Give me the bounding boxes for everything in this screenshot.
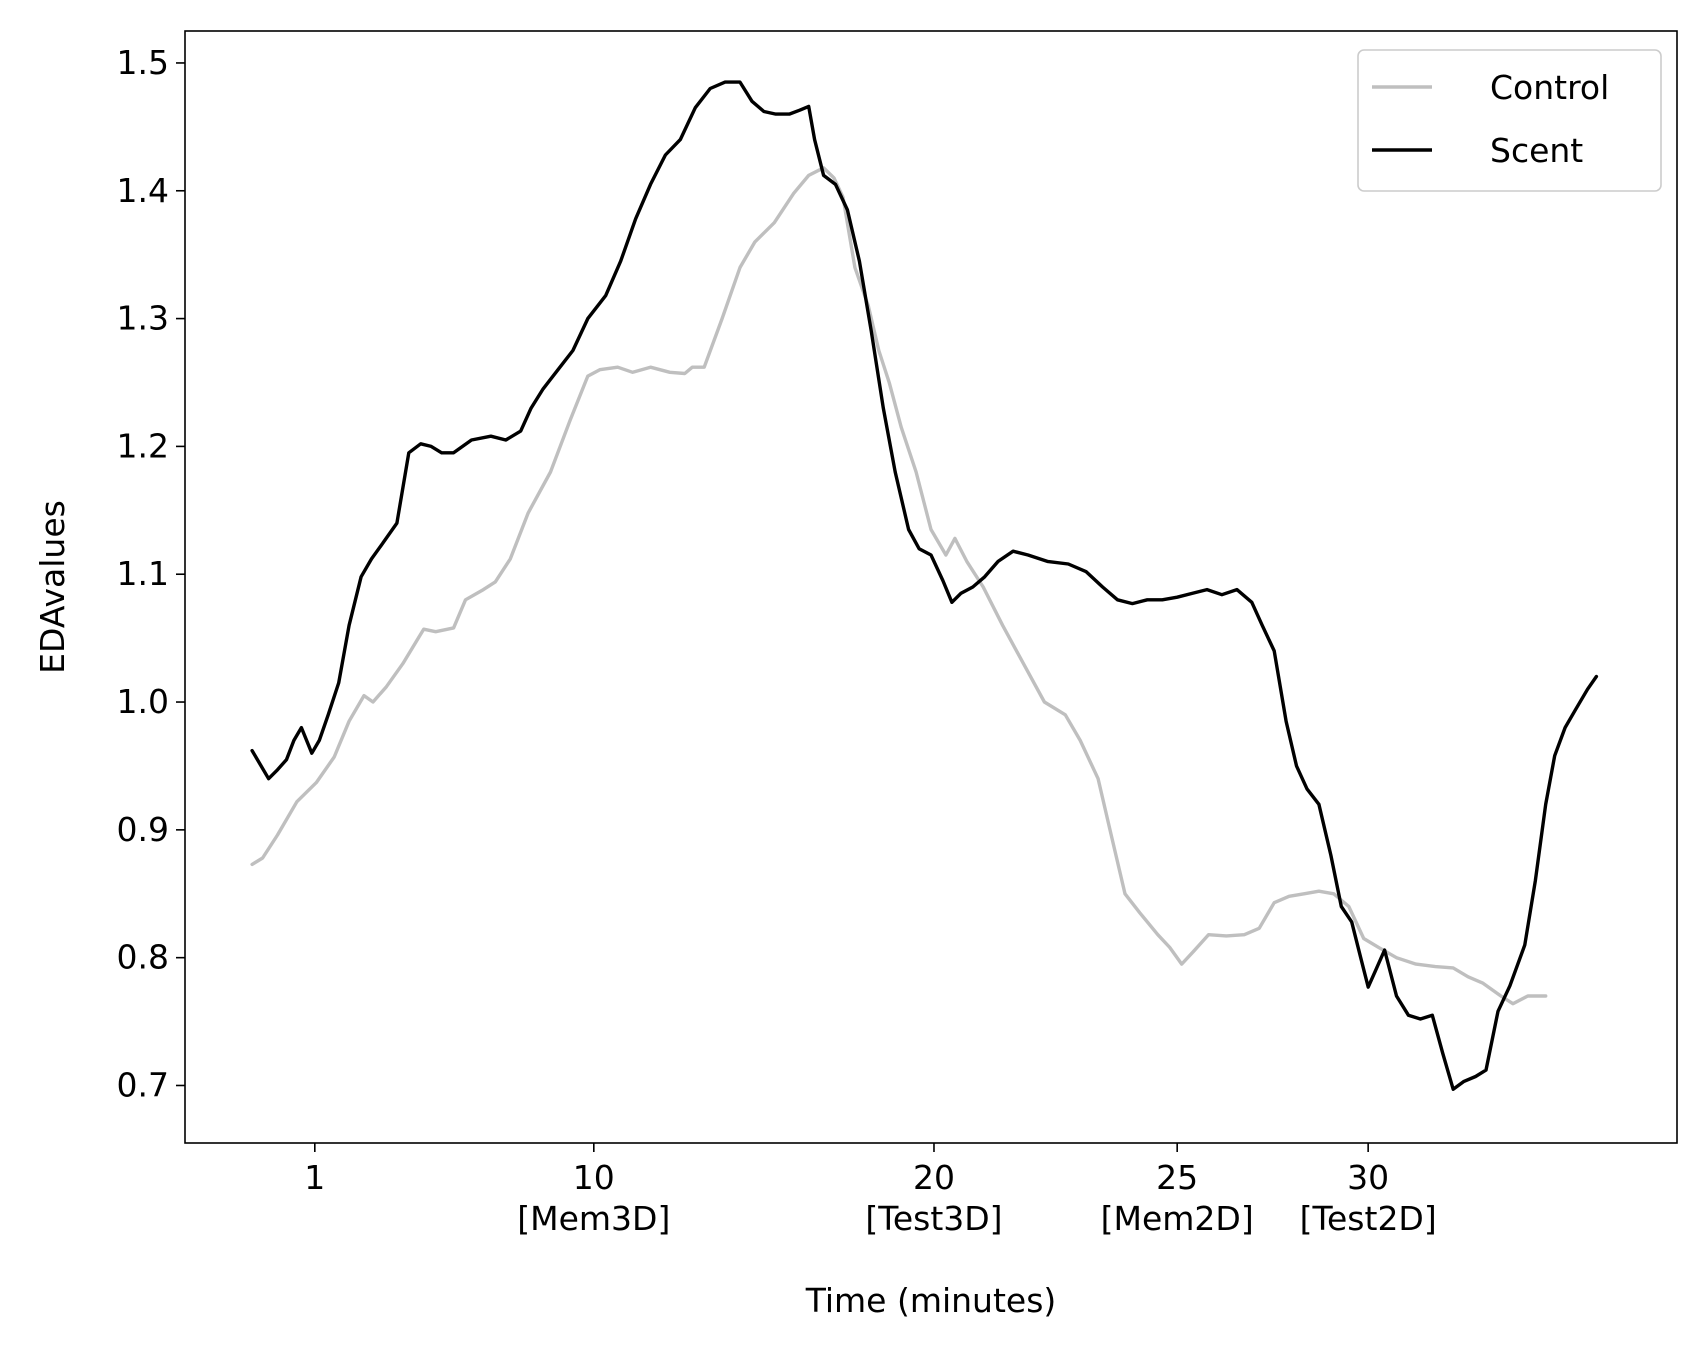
x-tick-label: 25 (1156, 1158, 1198, 1197)
series-line-scent (250, 80, 1599, 1091)
y-tick-label: 1.3 (117, 299, 169, 338)
x-tick-label: 10 (573, 1158, 615, 1197)
y-tick-label: 1.4 (117, 171, 169, 210)
y-tick-label: 0.8 (117, 938, 169, 977)
x-tick-sublabel: [Test2D] (1300, 1199, 1437, 1238)
x-tick-sublabel: [Test3D] (865, 1199, 1002, 1238)
y-tick-label: 1.1 (117, 554, 169, 593)
x-axis-title: Time (minutes) (805, 1281, 1057, 1320)
x-tick-label: 1 (304, 1158, 325, 1197)
x-tick-label: 20 (913, 1158, 955, 1197)
y-axis-title: EDAvalues (33, 500, 72, 674)
x-tick-sublabel: [Mem2D] (1101, 1199, 1254, 1238)
legend: Control Scent (1357, 49, 1662, 192)
x-tick-sublabel: [Mem3D] (517, 1199, 670, 1238)
y-axis: 0.7 0.8 0.9 1.0 1.1 1.2 1.3 1.4 1.5 (117, 43, 185, 1104)
series-line-control (250, 166, 1548, 1006)
plot-area (250, 80, 1599, 1091)
legend-label-scent: Scent (1490, 131, 1583, 170)
x-axis: 1 10[Mem3D] 20[Test3D] 25[Mem2D] 30[Test2D] (304, 1143, 1437, 1238)
y-tick-label: 1.0 (117, 682, 169, 721)
y-tick-label: 0.9 (117, 810, 169, 849)
legend-label-control: Control (1490, 68, 1609, 107)
y-tick-label: 1.5 (117, 43, 169, 82)
x-tick-label: 30 (1347, 1158, 1389, 1197)
y-tick-label: 0.7 (117, 1065, 169, 1104)
plot-frame (184, 30, 1678, 1144)
legend-box (1357, 49, 1662, 192)
y-tick-label: 1.2 (117, 426, 169, 465)
